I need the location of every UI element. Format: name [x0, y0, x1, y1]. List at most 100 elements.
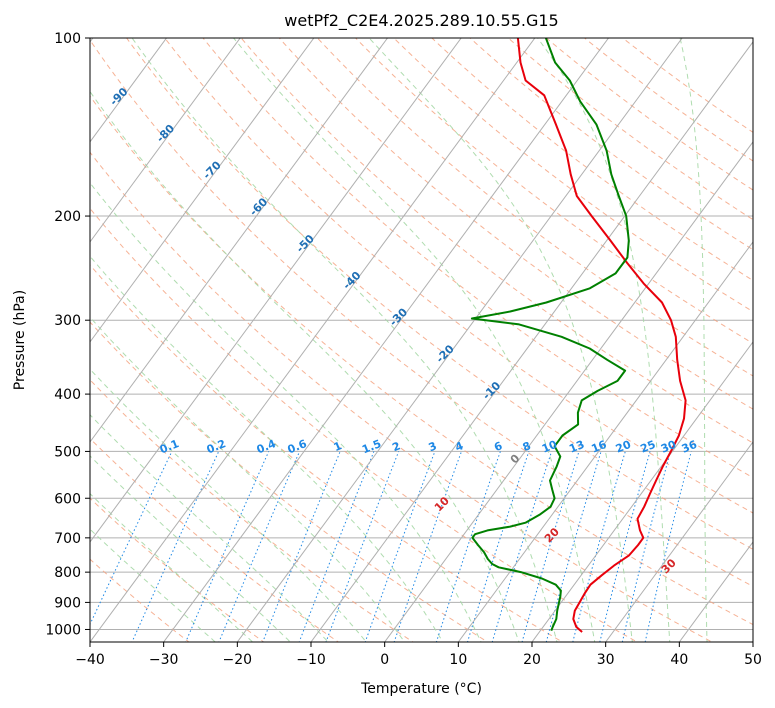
x-tick-label: −20 [223, 652, 253, 668]
mixing-ratio-line [644, 451, 692, 642]
moist-adiabat-line [368, 38, 633, 642]
mixing-ratio-line [185, 451, 270, 642]
dry-adiabat-line [202, 38, 753, 479]
y-tick-label: 200 [54, 209, 81, 225]
y-tick-label: 400 [54, 387, 81, 403]
isotherm-line [457, 241, 753, 642]
x-tick-label: 30 [597, 652, 615, 668]
mixing-ratio-line [131, 451, 220, 642]
isotherm-line [678, 541, 753, 642]
mixing-ratio-label: 30 [659, 438, 678, 456]
y-tick-label: 800 [54, 565, 81, 581]
isotherm-line [163, 38, 610, 642]
mixing-ratio-label: 10 [540, 438, 559, 456]
dewpoint-profile-line [470, 38, 630, 632]
y-tick-label: 900 [54, 595, 81, 611]
mixing-ratio-line [599, 451, 651, 642]
isotherm-line [90, 38, 462, 543]
moist-adiabat-line [679, 38, 708, 642]
y-tick-label: 700 [54, 531, 81, 547]
y-tick-label: 300 [54, 313, 81, 329]
plot-frame [89, 37, 754, 643]
dry-adiabat-line [354, 38, 753, 345]
isotherm-line [90, 38, 389, 443]
profile-series [470, 38, 687, 633]
mixing-ratio-label: 25 [638, 438, 657, 456]
mixing-ratio-label: 20 [614, 438, 633, 456]
mixing-ratio-line [298, 451, 375, 642]
dry-adiabat-line [278, 38, 753, 410]
isotherm-line [384, 141, 753, 642]
x-tick-label: −40 [75, 652, 105, 668]
moist-adiabats [90, 38, 708, 642]
isotherm-line [236, 38, 683, 642]
isotherm-line [531, 341, 753, 642]
moist-adiabat-line [90, 255, 444, 642]
dry-adiabat-line [90, 497, 265, 642]
chart-title: wetPf2_C2E4.2025.289.10.55.G15 [284, 11, 558, 31]
moist-adiabat-line [131, 38, 558, 642]
moist-adiabat-line [90, 528, 216, 642]
x-tick-label: −30 [149, 652, 179, 668]
mixing-ratio-label: 3 [427, 439, 439, 454]
dry-adiabat-line [164, 38, 753, 514]
moist-adiabat-line [90, 182, 482, 642]
mixing-ratio-label: 2 [390, 439, 402, 454]
isotherms [90, 38, 753, 642]
temperature-profile-line [516, 38, 687, 633]
mixing-ratio-line [491, 451, 553, 642]
x-tick-label: −10 [296, 652, 326, 668]
y-axis-ticks: 100 200 300 400 500 600 700 800 900 1000 [45, 31, 90, 638]
dry-adiabat-line [545, 38, 753, 191]
dry-adiabat-line [469, 38, 753, 251]
mixing-ratio-line [262, 451, 341, 642]
moist-adiabat-line [90, 414, 329, 642]
mixing-ratio-line [621, 451, 671, 642]
isotherm-line [605, 441, 753, 642]
dry-adiabat-line [126, 38, 753, 550]
mixing-ratio-label: 36 [680, 438, 699, 456]
dry-adiabat-line [90, 95, 753, 626]
mixing-ratio-line [466, 451, 530, 642]
x-tick-label: 50 [744, 652, 762, 668]
mixing-ratio-label: 8 [521, 439, 533, 454]
mixing-ratio-line [572, 451, 626, 642]
y-tick-label: 500 [54, 444, 81, 460]
x-tick-label: 0 [380, 652, 389, 668]
y-axis-label: Pressure (hPa) [12, 290, 28, 390]
mixing-ratio-lines [90, 451, 692, 642]
dry-adiabat-line [583, 38, 753, 162]
mixing-ratio-line [325, 451, 400, 642]
moist-adiabat-line [90, 455, 292, 642]
moist-adiabat-line [90, 368, 367, 642]
x-axis-ticks: −40 −30 −20 −10 0 10 20 30 40 50 [75, 642, 762, 668]
dry-adiabat-line [90, 264, 564, 642]
dry-adiabat-line [90, 39, 753, 587]
mixing-ratio-line [545, 451, 602, 642]
isotherm-line [90, 38, 315, 343]
mixing-ratio-line [521, 451, 580, 642]
y-tick-label: 1000 [45, 622, 81, 638]
moist-adiabat-line [90, 316, 406, 642]
y-tick-label: 600 [54, 491, 81, 507]
x-tick-label: 10 [449, 652, 467, 668]
moist-adiabat-line [537, 38, 671, 642]
isotherm-line [310, 41, 753, 642]
isotherm-line [90, 38, 536, 642]
x-tick-label: 40 [670, 652, 688, 668]
mixing-ratio-label: 1 [332, 439, 344, 454]
dry-adiabat-line [90, 437, 340, 642]
x-axis-label: Temperature (°C) [360, 681, 482, 697]
mixing-ratio-line [218, 451, 301, 642]
mixing-ratio-line [90, 451, 173, 626]
isotherm-line [90, 38, 241, 243]
isotherm-line [90, 38, 168, 143]
y-tick-label: 100 [54, 31, 81, 47]
dry-adiabat-line [316, 38, 753, 377]
x-tick-label: 20 [523, 652, 541, 668]
mixing-ratio-label: 13 [567, 438, 586, 456]
plot-area: 0.10.20.40.611.52346810131620253036-100-… [90, 38, 753, 642]
mixing-ratio-label: 16 [589, 438, 608, 456]
